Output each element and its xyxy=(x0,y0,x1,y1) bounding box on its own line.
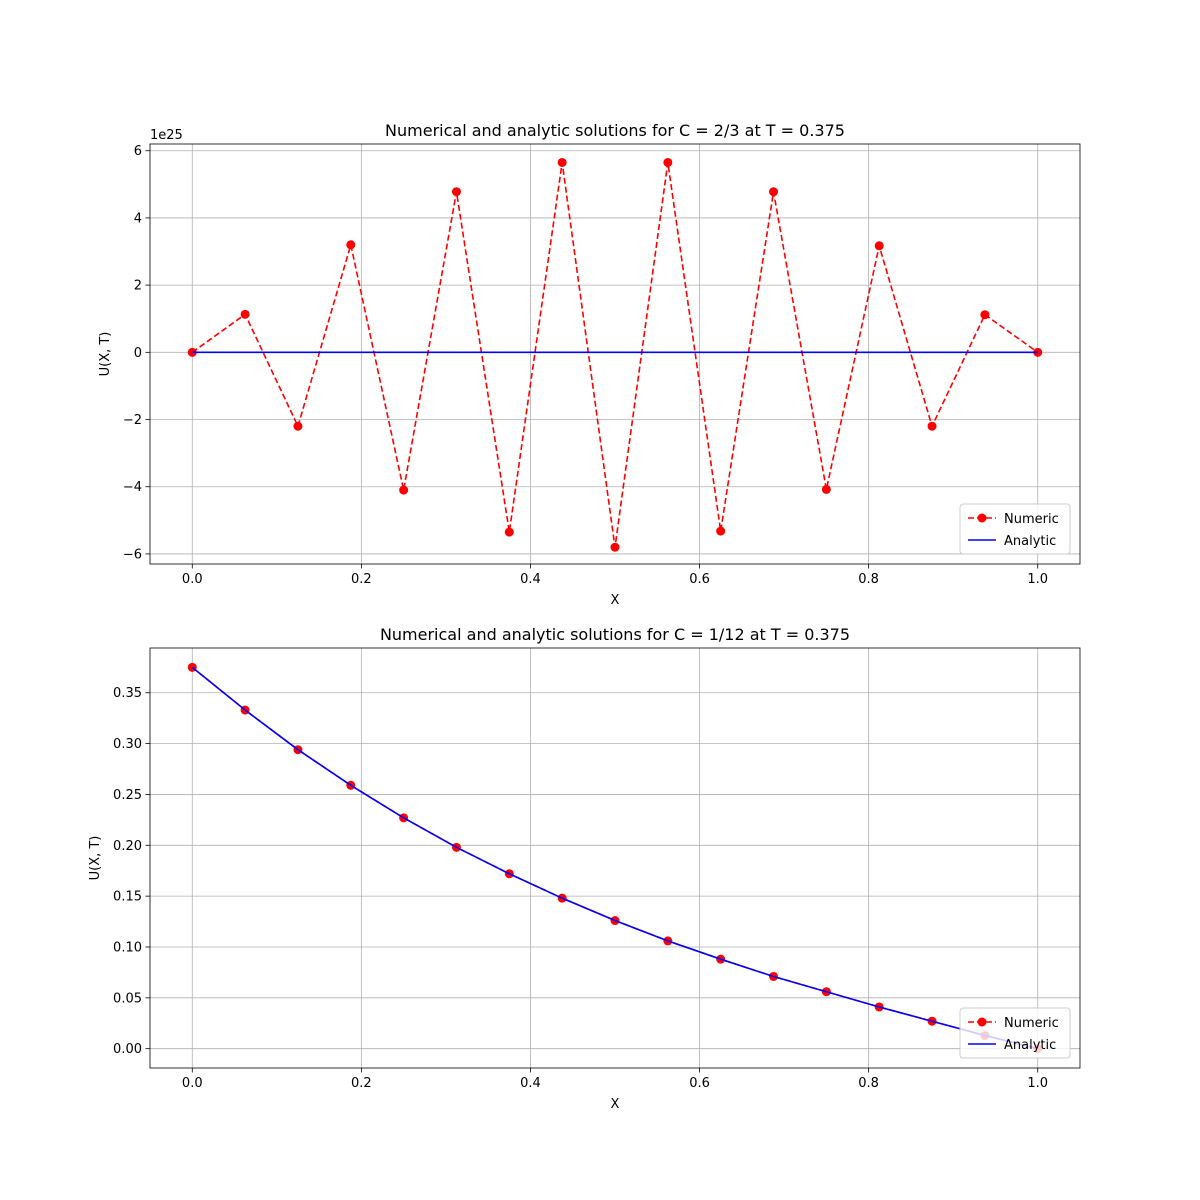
y-axis-offset-text: 1e25 xyxy=(150,128,183,143)
numeric-data-point xyxy=(663,157,673,167)
y-axis-label: U(X, T) xyxy=(98,332,113,377)
y-axis-label: U(X, T) xyxy=(88,836,103,881)
legend-analytic-label: Analytic xyxy=(1004,1038,1056,1053)
y-tick-label: 0.05 xyxy=(113,991,142,1006)
legend-numeric-label: Numeric xyxy=(1004,512,1059,527)
chart-title: Numerical and analytic solutions for C =… xyxy=(385,121,845,140)
y-tick-label: −2 xyxy=(123,413,142,428)
y-tick-label: 0.30 xyxy=(113,737,142,752)
x-tick-label: 1.0 xyxy=(1027,1076,1048,1091)
y-tick-label: 4 xyxy=(134,211,142,226)
x-tick-label: 0.4 xyxy=(520,1076,541,1091)
x-axis-label: X xyxy=(611,1097,620,1112)
y-tick-label: 0.15 xyxy=(113,890,142,905)
x-tick-label: 0.6 xyxy=(689,572,710,587)
y-tick-label: 0.10 xyxy=(113,940,142,955)
legend-analytic-label: Analytic xyxy=(1004,534,1056,549)
x-tick-label: 0.2 xyxy=(351,1076,372,1091)
y-tick-label: 0.35 xyxy=(113,686,142,701)
numeric-data-point xyxy=(504,527,514,537)
top-subplot: 0.0 0.2 0.4 0.6 0.8 1.0 −6 −4 −2 0 2 4 6 Numerical an… xyxy=(98,121,1081,608)
axes-frame xyxy=(149,647,1081,1069)
legend-numeric-marker xyxy=(977,1017,987,1027)
legend-box xyxy=(959,1007,1071,1059)
y-tick-label: 0.20 xyxy=(113,839,142,854)
numeric-data-point xyxy=(451,187,461,197)
legend-numeric-label: Numeric xyxy=(1004,1016,1059,1031)
y-tick-label: 2 xyxy=(134,279,142,294)
numeric-data-point xyxy=(769,187,779,197)
numeric-data-point xyxy=(293,421,303,431)
chart-title: Numerical and analytic solutions for C =… xyxy=(380,625,850,644)
numeric-data-point xyxy=(610,542,620,552)
y-tick-label: −4 xyxy=(123,480,142,495)
x-tick-label: 0.6 xyxy=(689,1076,710,1091)
axes-frame xyxy=(149,143,1081,565)
numeric-data-point xyxy=(399,485,409,495)
numeric-data-point xyxy=(874,241,884,251)
bottom-subplot: 0.0 0.2 0.4 0.6 0.8 1.0 0.00 0.05 0.10 0.15 0.20 0.… xyxy=(88,625,1081,1112)
analytic-series-line xyxy=(191,666,1038,1050)
numeric-data-point xyxy=(927,421,937,431)
legend-box xyxy=(959,503,1071,555)
y-tick-label: −6 xyxy=(123,547,142,562)
x-tick-label: 0.2 xyxy=(351,572,372,587)
numeric-data-point xyxy=(240,309,250,319)
numeric-data-point xyxy=(980,310,990,320)
y-tick-label: 0.25 xyxy=(113,788,142,803)
numeric-data-point xyxy=(821,484,831,494)
x-axis-label: X xyxy=(611,593,620,608)
y-tick-label: 6 xyxy=(134,144,142,159)
x-tick-label: 0.0 xyxy=(182,572,203,587)
x-tick-label: 0.0 xyxy=(182,1076,203,1091)
y-tick-label: 0 xyxy=(134,346,142,361)
x-tick-label: 0.4 xyxy=(520,572,541,587)
numeric-data-point xyxy=(557,157,567,167)
legend-numeric-marker xyxy=(977,513,987,523)
x-tick-label: 0.8 xyxy=(858,572,879,587)
numeric-data-point xyxy=(716,526,726,536)
x-tick-label: 1.0 xyxy=(1027,572,1048,587)
x-tick-label: 0.8 xyxy=(858,1076,879,1091)
numeric-data-point xyxy=(346,240,356,250)
y-tick-label: 0.00 xyxy=(113,1042,142,1057)
